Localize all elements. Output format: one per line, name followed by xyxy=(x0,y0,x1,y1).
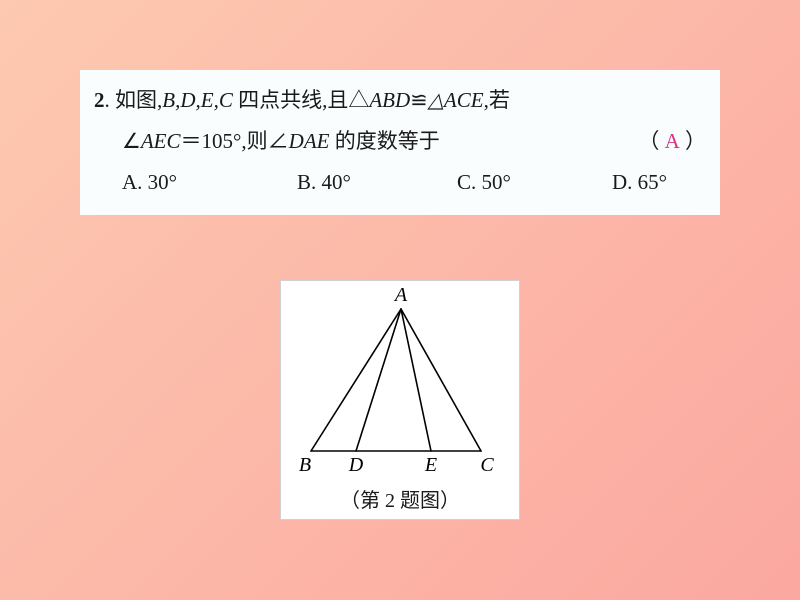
option-b: B. 40° xyxy=(297,162,457,203)
svg-text:A: A xyxy=(393,284,408,306)
options-row: A. 30° B. 40° C. 50° D. 65° xyxy=(94,162,706,203)
svg-text:B: B xyxy=(299,454,311,476)
svg-text:D: D xyxy=(348,454,364,476)
option-c: C. 50° xyxy=(457,162,612,203)
svg-text:C: C xyxy=(480,454,494,476)
answer-letter: A xyxy=(665,129,680,153)
question-box: 2. 如图,B,D,E,C 四点共线,且△ABD≌△ACE,若 ∠AEC＝105… xyxy=(80,70,720,215)
diagram-caption: （第 2 题图） xyxy=(281,484,519,513)
answer-wrap: （ A ） xyxy=(638,121,706,162)
svg-text:E: E xyxy=(424,454,437,476)
question-line-1: 2. 如图,B,D,E,C 四点共线,且△ABD≌△ACE,若 xyxy=(94,80,706,121)
question-number: 2 xyxy=(94,88,105,112)
question-line-2: ∠AEC＝105°,则∠DAE 的度数等于 （ A ） xyxy=(94,121,706,162)
diagram-box: A B D E C （第 2 题图） xyxy=(280,280,520,520)
option-d: D. 65° xyxy=(612,162,667,203)
triangle-diagram: A B D E C xyxy=(281,281,521,486)
option-a: A. 30° xyxy=(122,162,297,203)
